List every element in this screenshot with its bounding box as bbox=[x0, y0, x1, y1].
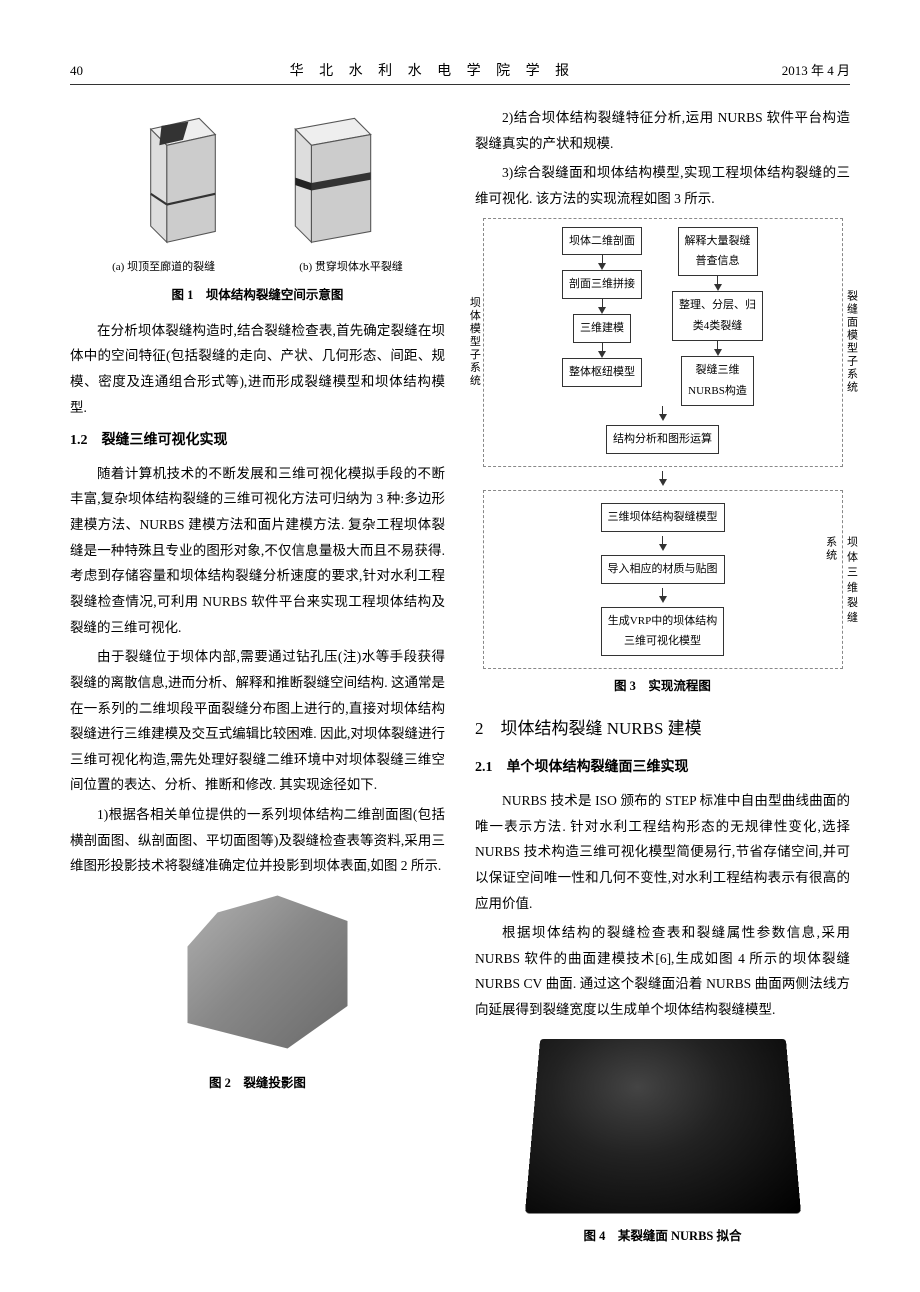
right-p4: 根据坝体结构的裂缝检查表和裂缝属性参数信息,采用 NURBS 软件的曲面建模技术… bbox=[475, 920, 850, 1023]
right-p2: 3)综合裂缝面和坝体结构模型,实现工程坝体结构裂缝的三维可视化. 该方法的实现流… bbox=[475, 160, 850, 211]
right-column: 2)结合坝体结构裂缝特征分析,运用 NURBS 软件平台构造裂缝真实的产状和规模… bbox=[475, 105, 850, 1259]
section-2-1-heading: 2.1 单个坝体结构裂缝面三维实现 bbox=[475, 755, 850, 782]
fig4-caption: 图 4 某裂缝面 NURBS 拟合 bbox=[475, 1225, 850, 1249]
left-p4: 1)根据各相关单位提供的一系列坝体结构二维剖面图(包括横剖面图、纵剖面图、平切面… bbox=[70, 802, 445, 879]
flow-left-label: 坝体模型子系统 bbox=[464, 297, 485, 388]
left-p1: 在分析坝体裂缝构造时,结合裂缝检查表,首先确定裂缝在坝体中的空间特征(包括裂缝的… bbox=[70, 318, 445, 421]
flow-c2: 三维坝体结构裂缝模型 bbox=[601, 503, 725, 532]
content-area: (a) 坝顶至廊道的裂缝 (b) 贯穿坝体水平裂缝 图 1 坝体结构裂缝空间示意… bbox=[70, 105, 850, 1259]
flow-a4: 整体枢纽模型 bbox=[562, 358, 642, 387]
fig1-sub-b: (b) 贯穿坝体水平裂缝 bbox=[299, 257, 403, 278]
fig2-image-icon bbox=[158, 887, 358, 1057]
left-p3: 由于裂缝位于坝体内部,需要通过钻孔压(注)水等手段获得裂缝的离散信息,进而分析、… bbox=[70, 644, 445, 798]
right-p3: NURBS 技术是 ISO 颁布的 STEP 标准中自由型曲线曲面的唯一表示方法… bbox=[475, 788, 850, 916]
fig4-image-icon bbox=[524, 1039, 800, 1213]
flow-b1: 解释大量裂缝 普查信息 bbox=[678, 227, 758, 277]
prism-a-icon bbox=[128, 113, 238, 253]
flow-c3: 导入相应的材质与贴图 bbox=[601, 555, 725, 584]
fig3-caption: 图 3 实现流程图 bbox=[475, 675, 850, 699]
flow-a3: 三维建模 bbox=[573, 314, 631, 343]
figure-1: (a) 坝顶至廊道的裂缝 (b) 贯穿坝体水平裂缝 图 1 坝体结构裂缝空间示意… bbox=[70, 113, 445, 308]
page: 40 华 北 水 利 水 电 学 院 学 报 2013 年 4 月 bbox=[0, 0, 920, 1292]
issue-date: 2013 年 4 月 bbox=[782, 60, 850, 79]
flow-c4: 生成VRP中的坝体结构 三维可视化模型 bbox=[601, 607, 724, 657]
right-p1: 2)结合坝体结构裂缝特征分析,运用 NURBS 软件平台构造裂缝真实的产状和规模… bbox=[475, 105, 850, 156]
flow-a2: 剖面三维拼接 bbox=[562, 270, 642, 299]
page-header: 40 华 北 水 利 水 电 学 院 学 报 2013 年 4 月 bbox=[70, 60, 850, 85]
figure-4: 图 4 某裂缝面 NURBS 拟合 bbox=[475, 1031, 850, 1249]
flow-right-label2: 坝体三维裂缝系统 bbox=[820, 535, 862, 624]
flow-a1: 坝体二维剖面 bbox=[562, 227, 642, 256]
left-column: (a) 坝顶至廊道的裂缝 (b) 贯穿坝体水平裂缝 图 1 坝体结构裂缝空间示意… bbox=[70, 105, 445, 1259]
journal-title: 华 北 水 利 水 电 学 院 学 报 bbox=[83, 60, 782, 80]
flow-right-label: 裂缝面模型子系统 bbox=[841, 290, 862, 394]
fig2-caption: 图 2 裂缝投影图 bbox=[70, 1072, 445, 1096]
page-number: 40 bbox=[70, 63, 83, 79]
section-1-2-heading: 1.2 裂缝三维可视化实现 bbox=[70, 428, 445, 455]
fig1-sub-a: (a) 坝顶至廊道的裂缝 bbox=[112, 257, 215, 278]
prism-b-icon bbox=[278, 113, 388, 253]
figure-3-flowchart: 坝体模型子系统 裂缝面模型子系统 坝体二维剖面 剖面三维拼接 三维建模 整体枢纽… bbox=[483, 218, 843, 670]
flow-b2: 整理、分层、归 类4类裂缝 bbox=[672, 291, 763, 341]
figure-2: 图 2 裂缝投影图 bbox=[70, 887, 445, 1095]
flow-b3: 裂缝三维 NURBS构造 bbox=[681, 356, 754, 406]
flow-c1: 结构分析和图形运算 bbox=[606, 425, 719, 454]
left-p2: 随着计算机技术的不断发展和三维可视化模拟手段的不断丰富,复杂坝体结构裂缝的三维可… bbox=[70, 461, 445, 640]
fig1-caption: 图 1 坝体结构裂缝空间示意图 bbox=[70, 284, 445, 308]
section-2-heading: 2 坝体结构裂缝 NURBS 建模 bbox=[475, 713, 850, 745]
